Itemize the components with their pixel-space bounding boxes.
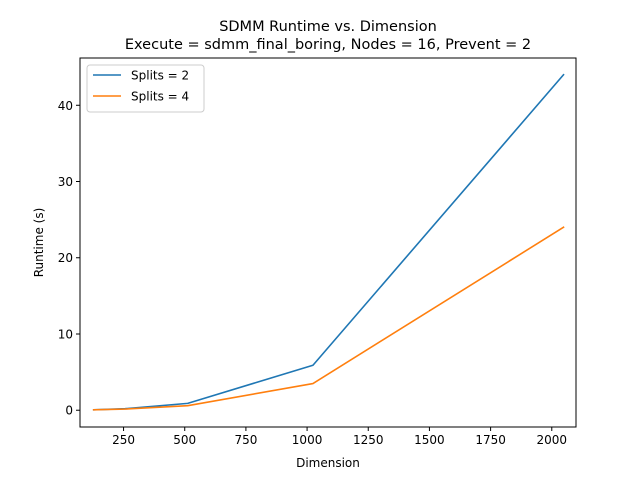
- legend-label-1: Splits = 2: [131, 69, 189, 83]
- y-axis-ticks: 0 10 20 30 40: [58, 99, 80, 418]
- y-tick-label: 40: [58, 99, 73, 113]
- x-tick-label: 1000: [292, 433, 323, 447]
- plot-frame: [79, 57, 577, 428]
- x-tick-label: 1500: [414, 433, 445, 447]
- x-axis-ticks: 250 500 750 1000 1250 1500 1750 2000: [112, 427, 567, 447]
- legend-box: [86, 64, 205, 113]
- chart-title: SDMM Runtime vs. Dimension: [219, 19, 437, 35]
- chart-subtitle: Execute = sdmm_final_boring, Nodes = 16,…: [125, 37, 531, 53]
- legend: Splits = 2 Splits = 4: [86, 64, 205, 113]
- x-tick-label: 1250: [353, 433, 384, 447]
- y-tick-label: 0: [65, 404, 73, 418]
- x-tick-label: 2000: [537, 433, 568, 447]
- series-line-2: [92, 226, 565, 411]
- x-tick-label: 1750: [475, 433, 506, 447]
- x-tick-label: 750: [234, 433, 257, 447]
- x-tick-label: 500: [173, 433, 196, 447]
- y-tick-label: 20: [58, 251, 73, 265]
- y-axis-label: Runtime (s): [32, 208, 46, 278]
- series-line-1: [92, 73, 565, 411]
- y-tick-label: 30: [58, 175, 73, 189]
- x-axis-label: Dimension: [296, 456, 360, 470]
- plot-lines: [92, 73, 565, 411]
- x-tick-label: 250: [112, 433, 135, 447]
- legend-label-2: Splits = 4: [131, 90, 189, 104]
- y-tick-label: 10: [58, 327, 73, 341]
